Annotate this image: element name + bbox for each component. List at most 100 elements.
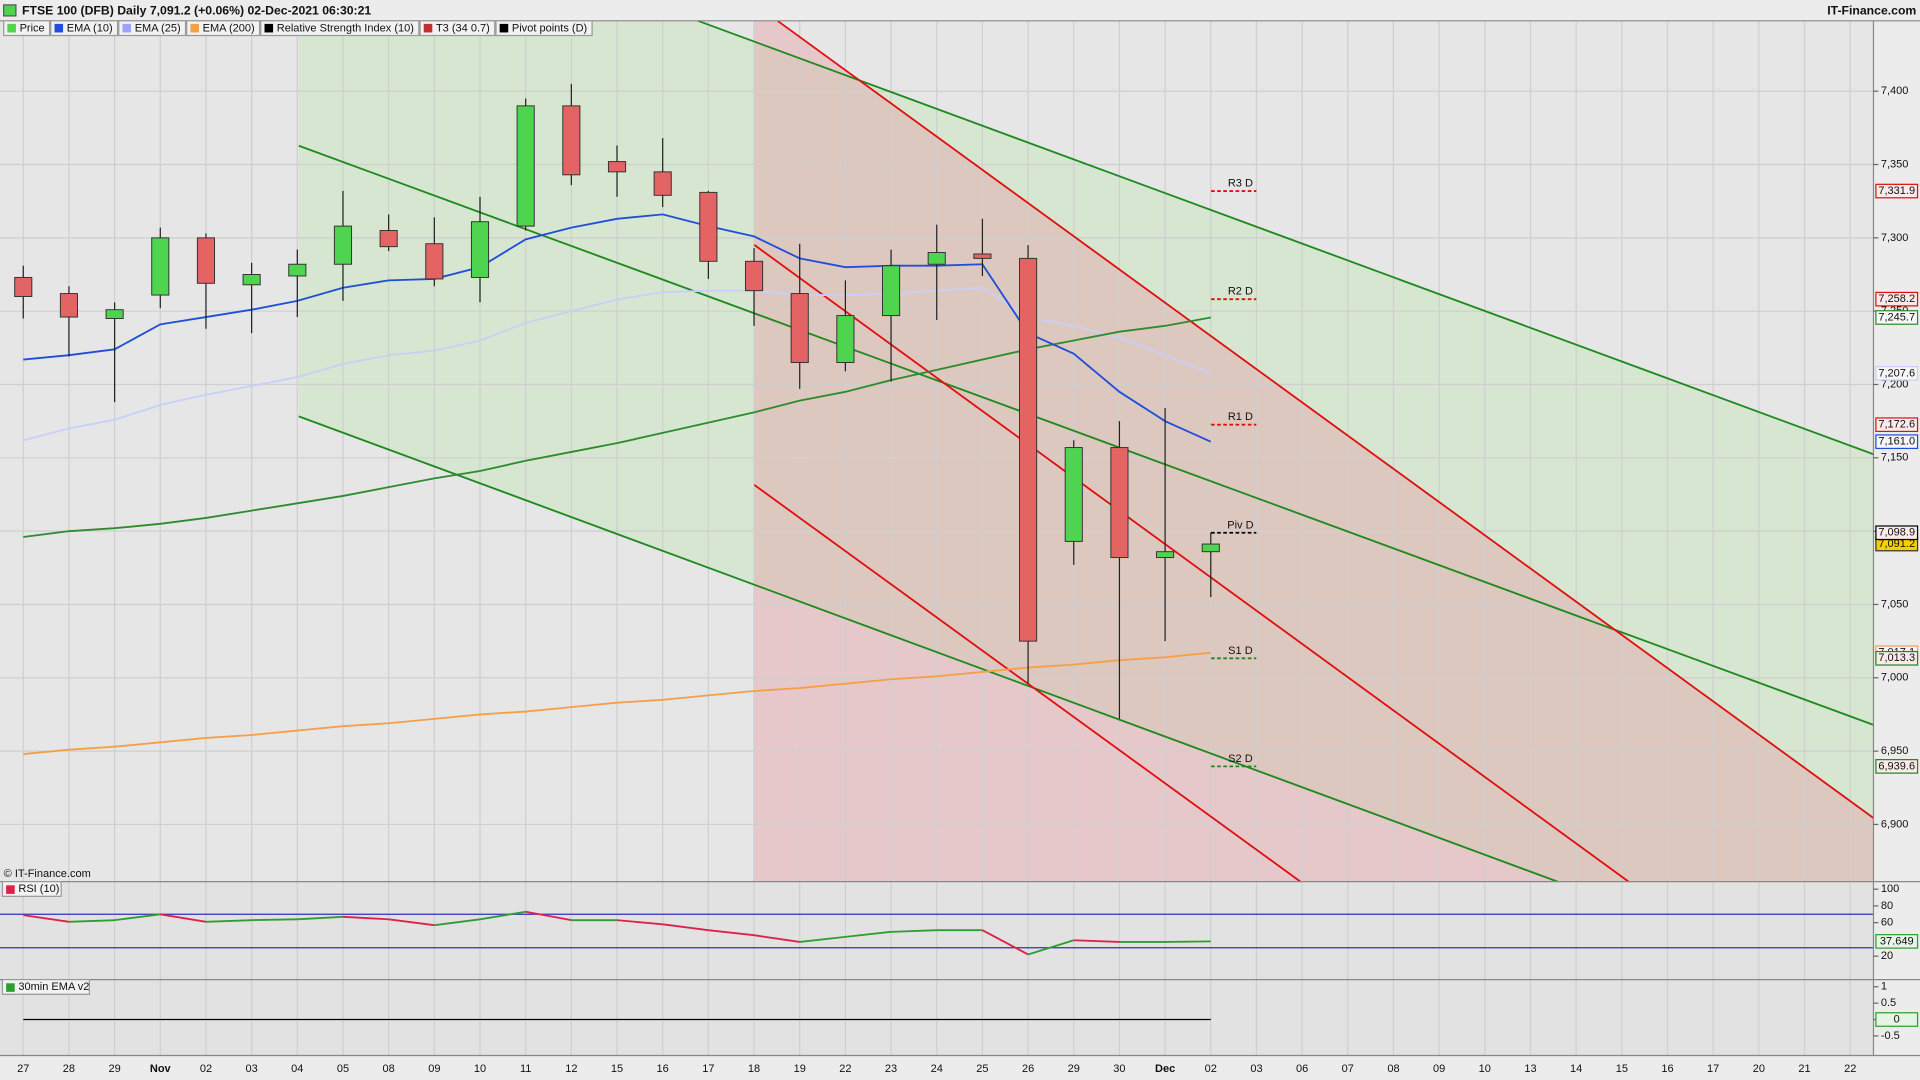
price-tag bbox=[1875, 291, 1919, 307]
x-tick-label: 11 bbox=[520, 1063, 531, 1075]
candle-body bbox=[1156, 551, 1175, 559]
indicator-segment bbox=[68, 919, 115, 923]
indicator-segment bbox=[1165, 940, 1211, 943]
legend-box bbox=[118, 20, 187, 37]
x-tick-label: 02 bbox=[200, 1063, 212, 1075]
indicator-segment bbox=[114, 913, 161, 922]
x-tick-label: 03 bbox=[1250, 1063, 1262, 1075]
y-tick-label: 6,900 bbox=[1881, 818, 1909, 830]
candle-body bbox=[836, 315, 855, 363]
indicator-segment bbox=[845, 930, 892, 938]
legend-item: EMA (10) bbox=[50, 20, 119, 37]
candle-body bbox=[288, 263, 307, 277]
legend-item: Pivot points (D) bbox=[495, 20, 593, 37]
x-tick-label: 08 bbox=[1387, 1063, 1399, 1075]
candle-body bbox=[151, 237, 170, 296]
panel-title: RSI (10) bbox=[18, 883, 59, 895]
x-tick-label: 25 bbox=[976, 1063, 988, 1075]
axis: 27 28 29 Nov 02 03 04 05 08 09 10 11 12 15 16 17 18 19 22 2… bbox=[17, 85, 1908, 1075]
price-tag bbox=[1875, 366, 1919, 381]
y-tick-label: 6,950 bbox=[1881, 745, 1909, 757]
legend-box bbox=[50, 20, 119, 37]
x-tick-label: 12 bbox=[565, 1063, 577, 1075]
legend-swatch bbox=[190, 23, 199, 33]
marks: R3 D R2 D R1 D Piv D S1 D S2 D bbox=[0, 83, 1874, 1021]
credit: © IT-Finance.com bbox=[4, 868, 91, 880]
legend-label: Price bbox=[20, 23, 45, 35]
indicator-segment bbox=[388, 918, 435, 927]
x-tick-label: 15 bbox=[1616, 1063, 1628, 1075]
candle-body bbox=[516, 105, 535, 227]
candle-body bbox=[333, 225, 353, 265]
y-tick-label: 7,000 bbox=[1881, 672, 1909, 684]
x-tick-label: 04 bbox=[291, 1063, 303, 1075]
price-tag bbox=[1875, 417, 1919, 433]
legend-box bbox=[495, 20, 593, 37]
legend-box bbox=[419, 20, 496, 37]
panel-swatch bbox=[6, 983, 15, 992]
price-tag-label: 7,161.0 bbox=[1878, 436, 1915, 448]
x-tick-label: 10 bbox=[1479, 1063, 1491, 1075]
y-tick-label: 7,050 bbox=[1881, 598, 1909, 610]
x-tick-label: 07 bbox=[1342, 1063, 1354, 1075]
candle-body bbox=[425, 243, 444, 280]
indicator-segment bbox=[616, 919, 663, 926]
legend-swatch bbox=[499, 23, 509, 33]
indicator-segment bbox=[981, 929, 1029, 956]
candle-body bbox=[242, 274, 261, 286]
candle-body bbox=[1201, 543, 1220, 553]
candle-body bbox=[1110, 447, 1129, 559]
candle-body bbox=[14, 276, 33, 298]
price-tag bbox=[1875, 1012, 1919, 1027]
indicator-segment bbox=[23, 914, 70, 923]
candle-body bbox=[59, 293, 78, 318]
y-tick-label: 1 bbox=[1881, 981, 1887, 993]
y-tick-label: 7,200 bbox=[1881, 378, 1909, 390]
indicator-segment bbox=[251, 918, 298, 922]
candle-body bbox=[882, 265, 901, 317]
y-tick-label: 7,400 bbox=[1881, 85, 1909, 97]
price-tag-label: 7,172.6 bbox=[1878, 419, 1915, 431]
x-tick-label: 15 bbox=[611, 1063, 623, 1075]
x-tick-label: 23 bbox=[885, 1063, 897, 1075]
indicator-segment bbox=[1073, 939, 1120, 943]
price-tag-label: 7,013.3 bbox=[1878, 652, 1915, 664]
candle-body bbox=[562, 105, 581, 176]
x-tick-label: 28 bbox=[63, 1063, 75, 1075]
legend-label: T3 (34 0.7) bbox=[436, 23, 490, 35]
indicator-line bbox=[23, 286, 1212, 442]
y-tick-label: 7,350 bbox=[1881, 158, 1909, 170]
x-tick-label: 29 bbox=[108, 1063, 120, 1075]
price-tag-label: 7,098.9 bbox=[1878, 527, 1915, 539]
candle-body bbox=[470, 221, 490, 278]
candle-body bbox=[790, 293, 809, 363]
candle-body bbox=[744, 260, 764, 292]
panel-title-box bbox=[1, 978, 90, 995]
trend-line bbox=[777, 20, 1875, 819]
price-tag-label: 6,939.6 bbox=[1878, 760, 1915, 772]
pivot-label: S2 D bbox=[1228, 753, 1253, 765]
candle-body bbox=[653, 171, 672, 196]
x-tick-label: 13 bbox=[1524, 1063, 1536, 1075]
y-tick-label: 60 bbox=[1881, 917, 1893, 929]
indicator-segment bbox=[891, 929, 937, 933]
price-tag-label: 7,258.2 bbox=[1878, 293, 1915, 305]
candle-body bbox=[379, 230, 398, 248]
y-tick-label: 7,300 bbox=[1881, 232, 1909, 244]
price-tag-label: 0 bbox=[1894, 1013, 1900, 1025]
price-tag-label: 7,207.6 bbox=[1878, 367, 1915, 379]
x-tick-label: 08 bbox=[383, 1063, 395, 1075]
legend-label: Pivot points (D) bbox=[512, 23, 587, 35]
candle-body bbox=[1064, 447, 1083, 542]
x-tick-label: 16 bbox=[1661, 1063, 1673, 1075]
legend-box bbox=[260, 20, 420, 37]
candle-body bbox=[1019, 257, 1038, 642]
price-tag bbox=[1875, 310, 1919, 325]
legend-item: EMA (200) bbox=[186, 20, 261, 37]
pivot-label: R3 D bbox=[1228, 178, 1253, 190]
x-tick-label: 29 bbox=[1068, 1063, 1080, 1075]
indicator-line bbox=[23, 316, 1211, 538]
x-tick-label: Dec bbox=[1155, 1063, 1175, 1075]
panel-swatch bbox=[6, 885, 15, 894]
y-tick-label: 20 bbox=[1881, 950, 1893, 962]
